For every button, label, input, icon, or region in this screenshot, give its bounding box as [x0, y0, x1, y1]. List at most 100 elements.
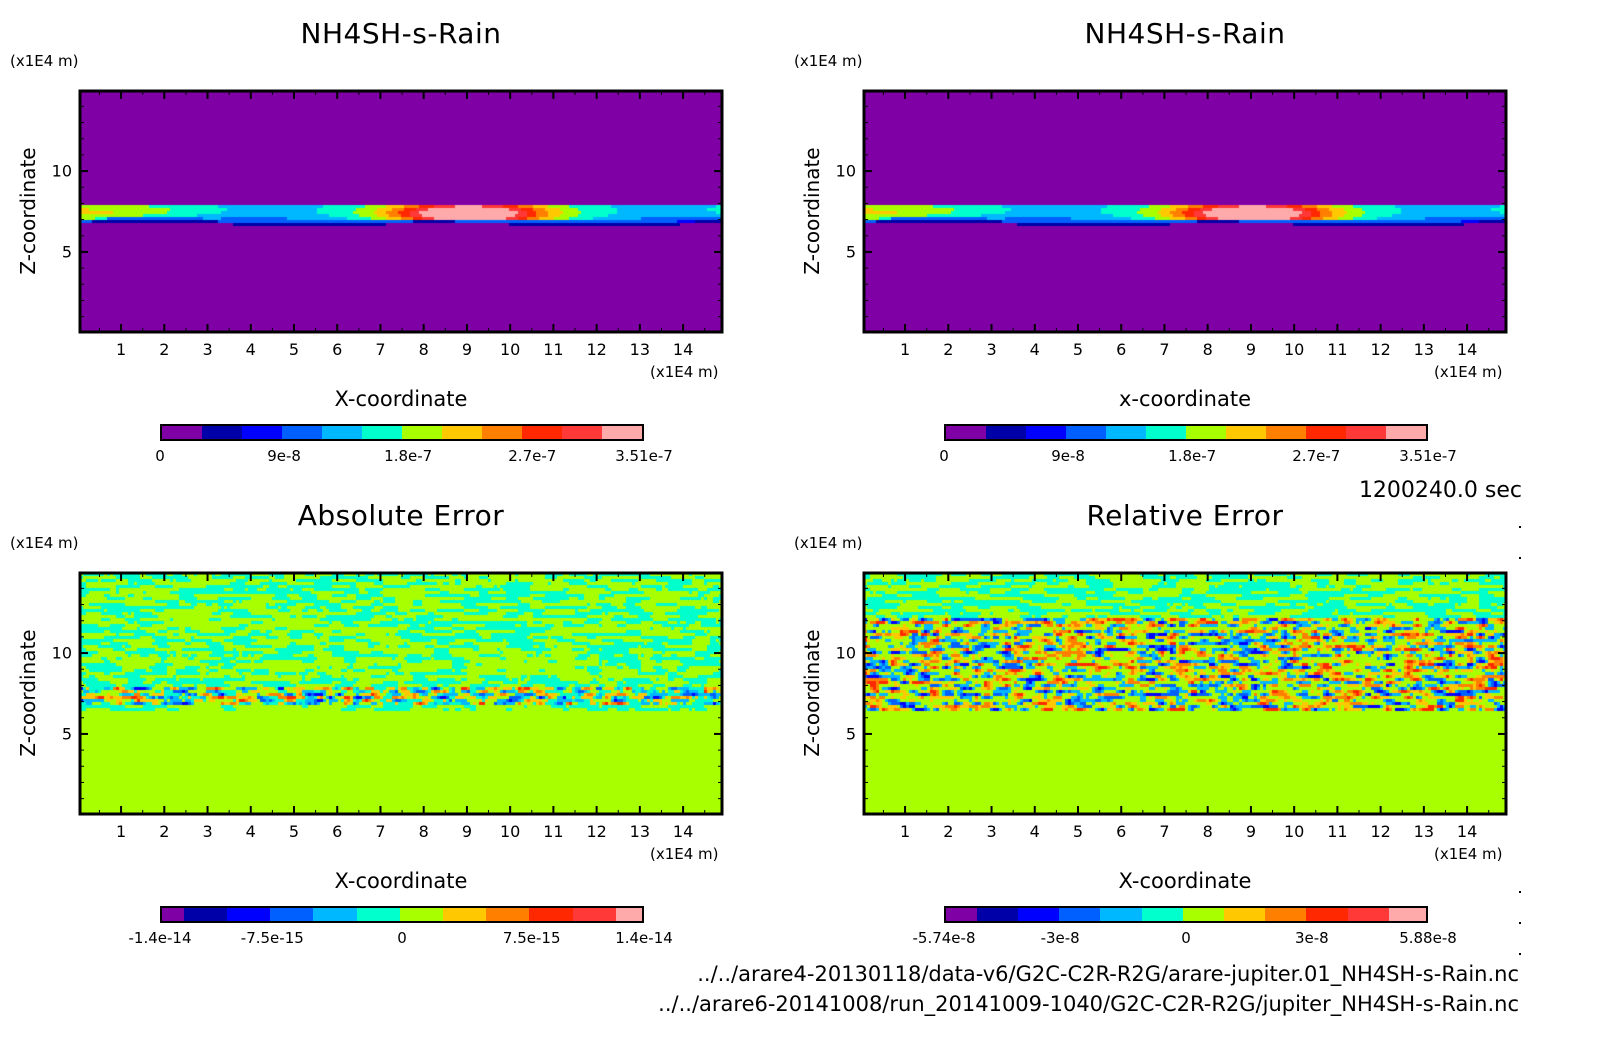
colorbar-tick-label: 1.8e-7	[1168, 447, 1217, 465]
colorbar	[160, 424, 644, 441]
colorbar-swatch	[481, 426, 522, 439]
colorbar-tick-label: -3e-8	[1040, 929, 1080, 947]
colorbar-swatch	[1065, 426, 1106, 439]
x-tick-label: 5	[288, 340, 300, 359]
x-axis-unit: (x1E4 m)	[1434, 363, 1503, 381]
x-tick-label: 1	[115, 822, 127, 841]
colorbar-swatch	[946, 426, 986, 439]
chart-panel: NH4SH-s-Rain (x1E4 m) Z-coordinate (x1E4 m)…	[0, 0, 780, 480]
colorbar-swatch	[601, 426, 642, 439]
colorbar-swatch	[1025, 426, 1066, 439]
x-tick-label: 8	[1202, 822, 1213, 841]
x-axis-unit: (x1E4 m)	[1434, 845, 1503, 863]
colorbar-tick-label: 0	[939, 447, 949, 465]
x-tick-label: 14	[1456, 340, 1478, 359]
x-tick-label: 12	[586, 822, 607, 841]
colorbar-swatch	[313, 908, 357, 921]
x-tick-label: 2	[159, 822, 170, 841]
colorbar-swatch	[183, 908, 227, 921]
colorbar	[160, 906, 644, 923]
x-tick-label: 11	[1327, 340, 1348, 359]
x-tick-label: 10	[499, 822, 521, 841]
colorbar-swatch	[1305, 426, 1346, 439]
colorbar-tick-label: 7.5e-15	[502, 929, 561, 947]
x-tick-label: 12	[1370, 340, 1391, 359]
colorbar-swatch	[529, 908, 573, 921]
colorbar-swatch	[270, 908, 314, 921]
colorbar-swatch	[561, 426, 602, 439]
y-tick-label: 10	[51, 161, 72, 181]
chart-panel: Absolute Error (x1E4 m) Z-coordinate (x1E4 …	[0, 482, 780, 962]
x-tick-label: 6	[1116, 340, 1127, 359]
x-tick-label: 13	[1413, 822, 1435, 841]
heatmap-field	[80, 91, 722, 332]
colorbar-tick-label: 9e-8	[267, 447, 301, 465]
x-tick-label: 3	[986, 822, 997, 841]
file-path-1: ../../arare4-20130118/data-v6/G2C-C2R-R2…	[697, 962, 1519, 986]
colorbar-swatch	[401, 426, 442, 439]
colorbar-swatch	[1145, 426, 1186, 439]
x-tick-label: 2	[159, 340, 170, 359]
colorbar-swatch	[399, 908, 444, 921]
axes-frame	[78, 89, 724, 334]
x-tick-label: 10	[499, 340, 521, 359]
x-tick-label: 9	[461, 822, 473, 841]
x-tick-label: 8	[418, 340, 429, 359]
colorbar-swatch	[1265, 426, 1306, 439]
x-tick-label: 7	[375, 340, 386, 359]
x-tick-label: 12	[586, 340, 607, 359]
colorbar-swatch	[1105, 426, 1146, 439]
colorbar-swatch	[1345, 426, 1386, 439]
colorbar-tick-label: 3.51e-7	[1399, 447, 1457, 465]
x-axis-label: X-coordinate	[1118, 869, 1252, 893]
chart-panel: Relative Error (x1E4 m) Z-coordinate (x1E4 …	[784, 482, 1564, 962]
colorbar-swatch	[1100, 908, 1142, 921]
colorbar-swatch	[162, 908, 184, 921]
plot-border	[862, 89, 1508, 334]
plot-area	[78, 89, 724, 334]
marker-dot	[1519, 557, 1521, 559]
colorbar-swatch	[1388, 908, 1426, 921]
x-tick-label: 10	[1283, 822, 1305, 841]
x-tick-label: 11	[543, 340, 564, 359]
axes-frame	[862, 571, 1508, 816]
colorbar-swatch	[1225, 426, 1266, 439]
x-tick-label: 4	[245, 822, 256, 841]
axes-frame	[862, 89, 1508, 334]
marker-dot	[1519, 526, 1521, 528]
plot-border	[78, 89, 724, 334]
colorbar-swatch	[241, 426, 282, 439]
file-path-2: ../../arare6-20141008/run_20141009-1040/…	[658, 992, 1519, 1016]
colorbar-swatch	[1224, 908, 1266, 921]
colorbar-tick-label: -1.4e-14	[128, 929, 192, 947]
x-tick-label: 11	[1327, 822, 1348, 841]
colorbar-swatch	[321, 426, 362, 439]
x-tick-label: 2	[943, 340, 954, 359]
x-tick-label: 2	[943, 822, 954, 841]
colorbar-tick-label: -5.74e-8	[912, 929, 976, 947]
colorbar-swatch	[441, 426, 482, 439]
heatmap-field	[864, 573, 1506, 814]
heatmap-field	[80, 573, 722, 814]
colorbar-swatch	[1018, 908, 1060, 921]
x-axis-label: X-coordinate	[334, 387, 468, 411]
colorbar-swatch	[985, 426, 1026, 439]
x-tick-label: 14	[1456, 822, 1478, 841]
colorbar-swatch	[1059, 908, 1101, 921]
marker-dot	[1519, 891, 1521, 893]
y-tick-label: 10	[835, 161, 856, 181]
colorbar-swatch	[486, 908, 530, 921]
x-tick-label: 3	[202, 340, 213, 359]
x-tick-label: 4	[245, 340, 256, 359]
x-tick-label: 7	[1159, 822, 1170, 841]
x-tick-label: 5	[288, 822, 300, 841]
colorbar-tick-label: 2.7e-7	[1292, 447, 1341, 465]
colorbar-swatch	[572, 908, 616, 921]
x-tick-label: 13	[629, 822, 651, 841]
colorbar-swatch	[1265, 908, 1307, 921]
y-axis-unit: (x1E4 m)	[10, 52, 79, 70]
colorbar-tick-label: 0	[155, 447, 165, 465]
x-tick-label: 11	[543, 822, 564, 841]
plot-area	[78, 571, 724, 816]
plot-area	[862, 571, 1508, 816]
